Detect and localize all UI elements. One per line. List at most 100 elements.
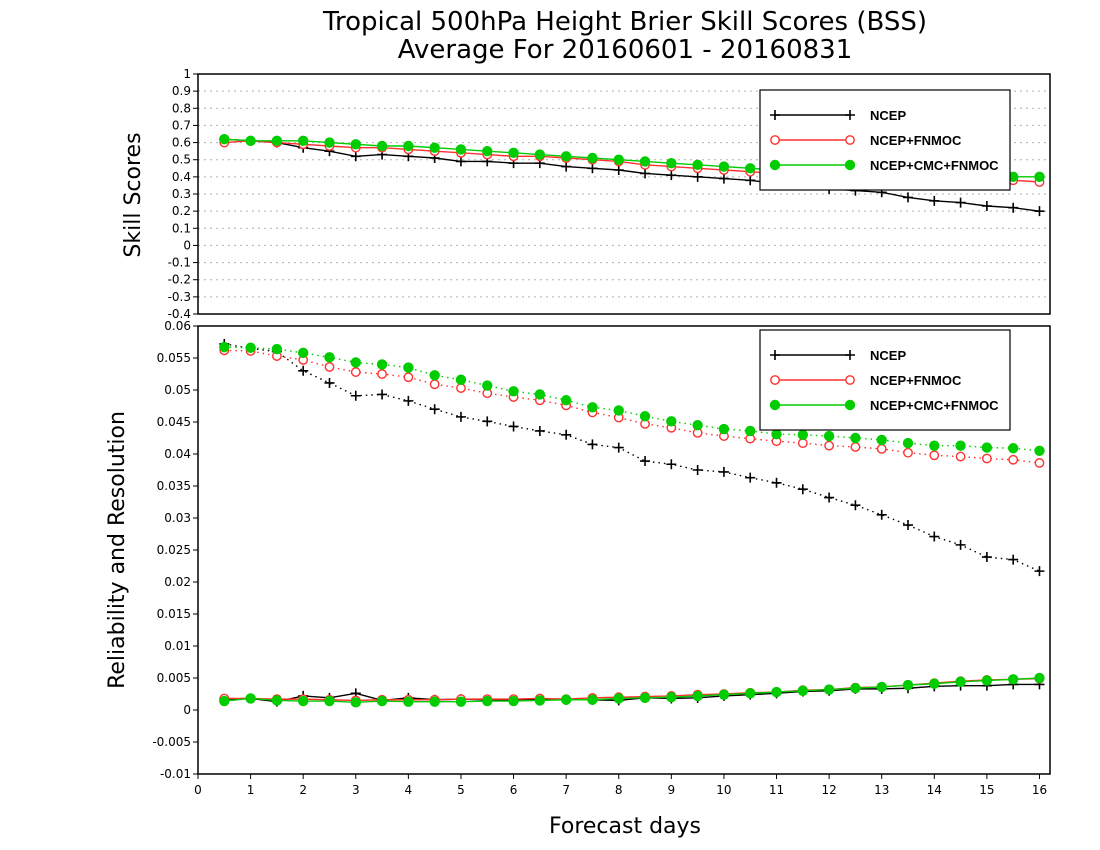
data-point	[1007, 674, 1019, 685]
data-point	[955, 197, 966, 208]
data-point	[219, 133, 230, 145]
data-point	[534, 695, 546, 706]
legend-marker	[844, 159, 856, 171]
x-tick-label: 8	[615, 783, 623, 797]
data-point	[377, 389, 388, 400]
data-point	[587, 439, 598, 450]
data-point	[666, 157, 677, 169]
data-point	[903, 192, 913, 203]
x-tick-label: 11	[769, 783, 784, 797]
legend-label: NCEP+FNMOC	[870, 373, 962, 388]
data-point	[219, 341, 230, 353]
data-point	[350, 697, 361, 708]
data-point	[298, 365, 309, 376]
y-tick-label: 0.8	[172, 101, 191, 115]
data-point	[429, 696, 440, 707]
legend-entry: NCEP+FNMOC	[770, 133, 962, 148]
data-point	[245, 693, 256, 704]
data-point	[823, 430, 835, 442]
data-point	[745, 425, 756, 437]
data-point	[324, 352, 335, 363]
legend-entry: NCEP+CMC+FNMOC	[769, 158, 999, 173]
data-point	[797, 429, 809, 441]
legend-marker	[845, 135, 855, 145]
data-point	[639, 692, 651, 704]
skill-scores-plot-frame	[197, 73, 1051, 315]
data-point	[560, 395, 572, 406]
legend-marker	[770, 135, 780, 145]
data-point	[876, 443, 887, 454]
data-point	[429, 142, 440, 153]
data-point	[903, 520, 913, 531]
data-point	[1034, 171, 1045, 183]
data-point	[403, 362, 414, 373]
skill-scores-panel: 1 0.9 0.8 0.7 0.6 0.5 0.4 0.3 0.2 0.1 0 -0.1 -0.2 -0.…	[121, 67, 1051, 321]
data-point	[455, 696, 467, 707]
legend-entry: NCEP	[770, 108, 906, 123]
data-point	[640, 168, 651, 179]
data-point	[955, 440, 966, 451]
data-point	[929, 195, 940, 206]
x-tick-label: 16	[1032, 783, 1047, 797]
x-tick-label: 0	[194, 783, 202, 797]
x-tick-label: 7	[562, 783, 570, 797]
data-point	[613, 154, 624, 165]
data-point	[771, 686, 782, 698]
y-tick-label: 0.5	[172, 153, 191, 167]
data-point	[482, 380, 493, 391]
data-point	[929, 678, 940, 689]
data-point	[981, 552, 992, 563]
data-point	[613, 405, 624, 416]
data-point	[850, 432, 861, 444]
data-point	[297, 695, 309, 707]
x-tick-label: 13	[874, 783, 889, 797]
data-point	[981, 675, 993, 686]
x-tick-label: 14	[927, 783, 942, 797]
data-point	[245, 342, 256, 353]
legend-label: NCEP+FNMOC	[870, 133, 962, 148]
y-tick-label: 0.9	[172, 84, 191, 98]
data-point	[455, 411, 466, 422]
y-tick-label: -0.1	[168, 256, 191, 270]
data-point	[534, 425, 545, 436]
y-tick-label: 0.7	[172, 118, 191, 132]
legend-marker	[845, 350, 855, 360]
data-point	[508, 386, 519, 397]
skill-scores-legend: NCEP NCEP+FNMOC NCEP+CMC+FNMOC	[759, 89, 1011, 191]
data-point	[534, 149, 546, 160]
data-point	[981, 453, 992, 464]
y-tick-label: -0.4	[168, 307, 191, 321]
y-tick-label: 0.06	[164, 319, 191, 333]
data-point	[955, 676, 966, 688]
data-point	[561, 429, 572, 440]
data-point	[587, 163, 598, 174]
y-tick-label: 0.6	[172, 136, 191, 150]
data-point	[456, 383, 466, 393]
data-point	[797, 484, 808, 495]
y-tick-label: 1	[183, 67, 191, 81]
data-point	[902, 679, 914, 691]
data-point	[324, 137, 335, 148]
data-point	[403, 395, 414, 406]
y-tick-label: 0.01	[164, 639, 191, 653]
data-point	[929, 531, 940, 542]
data-point	[718, 466, 729, 477]
y-tick-label: 0.05	[164, 383, 191, 397]
legend-marker	[769, 159, 781, 171]
legend-marker	[844, 399, 856, 411]
data-point	[587, 694, 598, 705]
y-tick-label: -0.01	[160, 767, 191, 781]
data-point	[824, 492, 835, 503]
data-point	[271, 695, 283, 706]
legend-marker	[769, 399, 781, 411]
data-point	[271, 343, 283, 355]
data-point	[929, 450, 940, 461]
chart-title-line1: Tropical 500hPa Height Brier Skill Score…	[322, 7, 927, 37]
reliability-resolution-y-axis-label: Reliability and Resolution	[105, 411, 130, 689]
data-point	[455, 374, 467, 385]
data-point	[824, 440, 835, 451]
y-tick-label: 0.015	[157, 607, 191, 621]
data-point	[560, 151, 572, 162]
y-tick-label: -0.2	[168, 273, 191, 287]
data-point	[692, 465, 703, 475]
